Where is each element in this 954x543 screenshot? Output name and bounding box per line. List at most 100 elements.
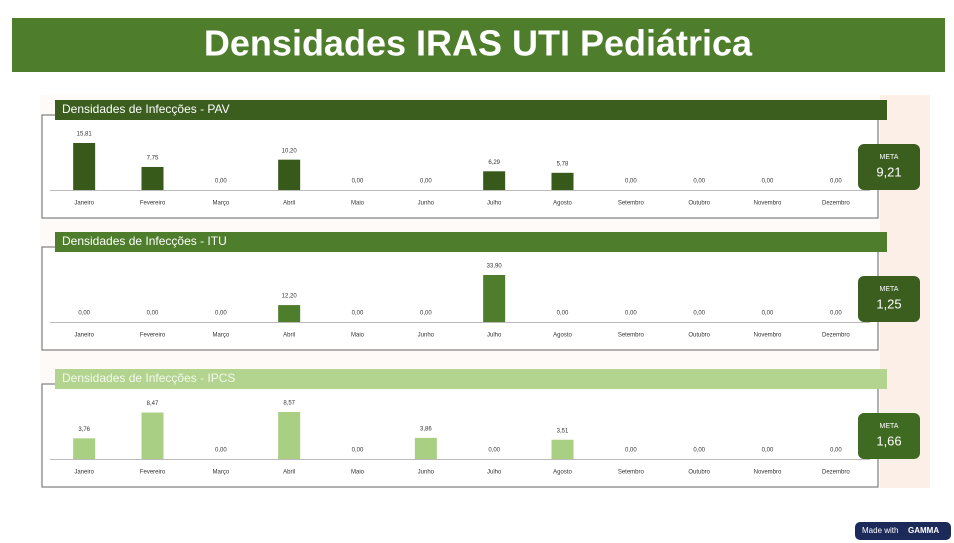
bar xyxy=(414,437,437,459)
bar xyxy=(278,159,301,190)
chart-title: Densidades de Infecções - IPCS xyxy=(62,371,235,385)
bar xyxy=(483,275,506,322)
meta-label: META xyxy=(880,286,899,293)
chart-title: Densidades de Infecções - ITU xyxy=(62,234,227,248)
value-label: 8,47 xyxy=(147,401,159,407)
x-tick-label: Junho xyxy=(418,333,435,339)
chart-header xyxy=(55,100,887,120)
x-tick-label: Novembro xyxy=(754,470,782,476)
value-label: 0,00 xyxy=(762,448,774,454)
bar xyxy=(73,143,96,190)
value-label: 3,51 xyxy=(557,428,569,434)
value-label: 0,00 xyxy=(625,179,637,185)
value-label: 0,00 xyxy=(693,448,705,454)
value-label: 0,00 xyxy=(420,311,432,317)
x-tick-label: Outubro xyxy=(688,470,710,476)
x-tick-label: Maio xyxy=(351,333,365,339)
value-label: 0,00 xyxy=(420,179,432,185)
x-tick-label: Abril xyxy=(283,333,295,339)
x-tick-label: Maio xyxy=(351,470,365,476)
value-label: 3,76 xyxy=(78,427,90,433)
meta-value: 9,21 xyxy=(876,164,901,179)
chart-header xyxy=(55,232,887,252)
value-label: 8,57 xyxy=(283,401,295,407)
value-label: 0,00 xyxy=(762,311,774,317)
x-tick-label: Junho xyxy=(418,201,435,207)
bar xyxy=(551,439,574,459)
x-tick-label: Julho xyxy=(487,470,502,476)
bar xyxy=(278,305,301,322)
value-label: 0,00 xyxy=(488,448,500,454)
bar xyxy=(141,412,164,459)
x-tick-label: Janeiro xyxy=(74,470,94,476)
meta-box xyxy=(858,413,920,459)
chart-title: Densidades de Infecções - PAV xyxy=(62,102,230,116)
x-tick-label: Agosto xyxy=(553,333,572,339)
x-tick-label: Junho xyxy=(418,470,435,476)
x-tick-label: Setembro xyxy=(618,201,645,207)
value-label: 12,20 xyxy=(282,294,298,300)
chart-box xyxy=(41,383,879,488)
x-tick-label: Março xyxy=(212,470,229,476)
meta-box xyxy=(858,144,920,190)
x-tick-label: Maio xyxy=(351,201,365,207)
x-tick-label: Outubro xyxy=(688,333,710,339)
x-tick-label: Outubro xyxy=(688,201,710,207)
value-label: 0,00 xyxy=(352,448,364,454)
value-label: 0,00 xyxy=(625,311,637,317)
x-tick-label: Novembro xyxy=(754,201,782,207)
x-tick-label: Abril xyxy=(283,201,295,207)
value-label: 0,00 xyxy=(352,311,364,317)
meta-label: META xyxy=(880,154,899,161)
x-tick-label: Setembro xyxy=(618,470,645,476)
value-label: 7,75 xyxy=(147,156,159,162)
value-label: 33,90 xyxy=(487,264,503,270)
slide-title: Densidades IRAS UTI Pediátrica xyxy=(204,23,753,64)
bar xyxy=(278,412,301,459)
x-tick-label: Abril xyxy=(283,470,295,476)
x-tick-label: Novembro xyxy=(754,333,782,339)
value-label: 0,00 xyxy=(625,448,637,454)
value-label: 0,00 xyxy=(830,448,842,454)
chart-header xyxy=(55,369,887,389)
value-label: 10,20 xyxy=(282,148,298,154)
x-tick-label: Janeiro xyxy=(74,201,94,207)
footer-text: Made with xyxy=(862,526,898,535)
x-tick-label: Agosto xyxy=(553,201,572,207)
value-label: 0,00 xyxy=(693,311,705,317)
chart-box xyxy=(41,246,879,351)
value-label: 0,00 xyxy=(78,311,90,317)
value-label: 15,81 xyxy=(77,132,93,138)
value-label: 0,00 xyxy=(830,179,842,185)
x-tick-label: Agosto xyxy=(553,470,572,476)
meta-box xyxy=(858,276,920,322)
bar xyxy=(551,172,574,190)
x-tick-label: Setembro xyxy=(618,333,645,339)
x-tick-label: Dezembro xyxy=(822,201,850,207)
bar xyxy=(73,438,96,459)
x-tick-label: Março xyxy=(212,201,229,207)
footer-brand: GAMMA xyxy=(908,526,939,535)
value-label: 6,29 xyxy=(488,160,500,166)
value-label: 0,00 xyxy=(147,311,159,317)
value-label: 5,78 xyxy=(557,161,569,167)
meta-label: META xyxy=(880,423,899,430)
value-label: 0,00 xyxy=(762,179,774,185)
meta-value: 1,25 xyxy=(876,296,901,311)
value-label: 0,00 xyxy=(557,311,569,317)
value-label: 0,00 xyxy=(693,179,705,185)
bar xyxy=(483,171,506,190)
x-tick-label: Fevereiro xyxy=(140,470,166,476)
value-label: 0,00 xyxy=(215,448,227,454)
footer-badge[interactable] xyxy=(855,522,951,540)
meta-value: 1,66 xyxy=(876,433,901,448)
title-bar xyxy=(12,18,945,72)
x-tick-label: Julho xyxy=(487,201,502,207)
x-tick-label: Julho xyxy=(487,333,502,339)
value-label: 3,86 xyxy=(420,426,432,432)
x-tick-label: Fevereiro xyxy=(140,201,166,207)
x-tick-label: Janeiro xyxy=(74,333,94,339)
x-tick-label: Março xyxy=(212,333,229,339)
x-tick-label: Fevereiro xyxy=(140,333,166,339)
